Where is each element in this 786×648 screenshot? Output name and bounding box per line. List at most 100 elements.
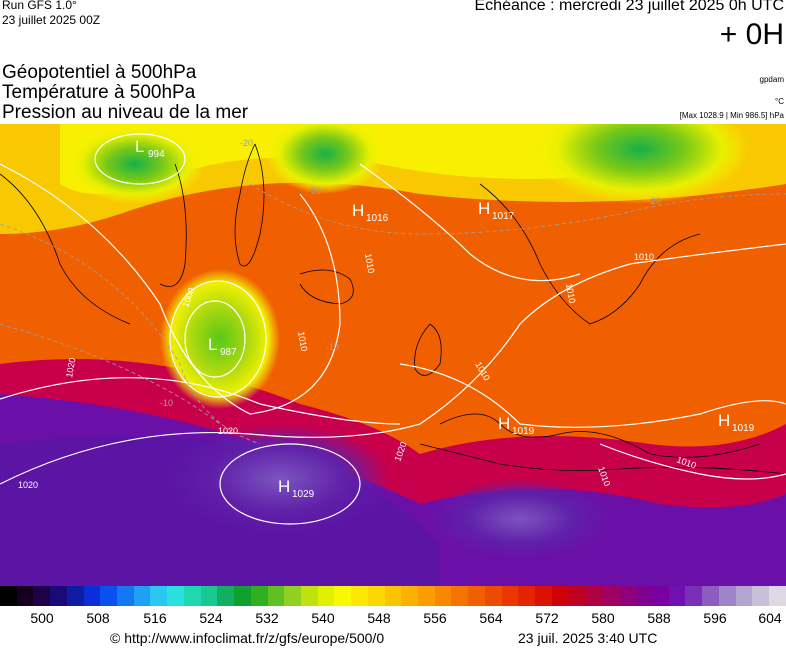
- unit-geopotential: gpdam: [759, 75, 784, 84]
- center-high-1016-value: 1016: [366, 213, 389, 224]
- colorbar-swatch: [183, 586, 201, 606]
- center-low-987-value: 987: [220, 347, 237, 358]
- weather-map: L 994 H 1016 H 1017 L 987 H 1019 H 1019 …: [0, 124, 786, 586]
- center-high-1017-value: 1017: [492, 211, 515, 222]
- colorbar-swatch: [133, 586, 151, 606]
- colorbar-tick: 524: [199, 610, 223, 626]
- center-high-1029-letter: H: [278, 477, 290, 496]
- colorbar-tick: 596: [703, 610, 727, 626]
- isobar-label: 1020: [64, 357, 77, 378]
- high-1029-fill: [170, 424, 390, 534]
- temperature-labels: -20 -20 -10 -10 -20: [160, 138, 661, 408]
- unit-temperature: °C: [775, 97, 784, 106]
- pressure-centers: L 994 H 1016 H 1017 L 987 H 1019 H 1019 …: [135, 137, 755, 500]
- run-date: 23 juillet 2025 00Z: [2, 13, 101, 27]
- colorbar-swatch: [652, 586, 669, 606]
- low-987-fill: [160, 269, 280, 409]
- colorbar-tick: 508: [86, 610, 110, 626]
- high-n-africa-fill: [430, 479, 610, 559]
- green-patch-greenland: [265, 124, 385, 194]
- forecast-validity: Echéance : mercredi 23 juillet 2025 0h U…: [474, 0, 785, 14]
- colorbar-swatch: [367, 586, 385, 606]
- layer-title-geopotential: Géopotentiel à 500hPa: [2, 62, 197, 83]
- colorbar-swatch: [451, 586, 469, 606]
- colorbar-swatch: [384, 586, 402, 606]
- colorbar-swatch: [468, 586, 485, 606]
- temperature-label: -20: [308, 186, 321, 196]
- source-credit: © http://www.infoclimat.fr/z/gfs/europe/…: [110, 630, 385, 646]
- colorbar-swatch: [434, 586, 452, 606]
- isotherms: [0, 183, 786, 445]
- colorbar-swatch: [317, 586, 335, 606]
- colorbar-tick: 588: [647, 610, 671, 626]
- isobar-label: 1010: [634, 252, 654, 262]
- center-low-987-letter: L: [208, 335, 217, 354]
- colorbar-swatch: [585, 586, 602, 606]
- colorbar-swatch: [735, 586, 753, 606]
- isobar-label: 1020: [218, 426, 238, 436]
- colorbar-tick: 572: [535, 610, 559, 626]
- colorbar-swatch: [217, 586, 235, 606]
- colorbar-tick: 580: [591, 610, 615, 626]
- colorbar-swatch: [334, 586, 352, 606]
- center-high-1029-value: 1029: [292, 489, 315, 500]
- colorbar-swatch: [668, 586, 686, 606]
- colorbar-swatch: [117, 586, 134, 606]
- colorbar-swatch: [167, 586, 184, 606]
- colorbar-swatch: [401, 586, 418, 606]
- colorbar-swatch: [234, 586, 251, 606]
- colorbar-swatch: [83, 586, 101, 606]
- isobars: [0, 133, 786, 525]
- colorbar-swatch: [200, 586, 218, 606]
- colorbar-swatch: [50, 586, 67, 606]
- colorbar-tick: 500: [30, 610, 54, 626]
- pressure-range: [Max 1028.9 | Min 986.5] hPa: [679, 111, 784, 120]
- colorbar-swatch: [66, 586, 84, 606]
- center-low-994-value: 994: [148, 149, 165, 160]
- center-high-1019b-letter: H: [718, 411, 730, 430]
- colorbar-swatch: [518, 586, 535, 606]
- colorbar-swatch: [535, 586, 552, 606]
- colorbar-swatch: [752, 586, 770, 606]
- colorbar-swatch: [501, 586, 519, 606]
- colorbar-swatch: [33, 586, 51, 606]
- colorbar-swatch: [100, 586, 118, 606]
- colorbar-swatch: [601, 586, 619, 606]
- colorbar-swatch: [685, 586, 703, 606]
- colorbar-swatch: [702, 586, 719, 606]
- colorbar-swatch: [250, 586, 268, 606]
- center-high-1019a-value: 1019: [512, 426, 535, 437]
- center-high-1017-letter: H: [478, 199, 490, 218]
- center-low-994-letter: L: [135, 137, 144, 156]
- colorbar-tick: 548: [367, 610, 391, 626]
- colorbar-swatch: [618, 586, 636, 606]
- colorbar-swatch: [16, 586, 34, 606]
- colorbar-tick: 604: [758, 610, 782, 626]
- colorbar-swatch: [0, 586, 17, 606]
- center-high-1016-letter: H: [352, 201, 364, 220]
- colorbar-tick: 564: [479, 610, 503, 626]
- isobar-label: 1010: [296, 331, 309, 352]
- isobar-label: 1020: [18, 480, 38, 490]
- colorbar-tick: 516: [143, 610, 167, 626]
- layer-title-temperature: Température à 500hPa: [2, 82, 196, 103]
- colorbar-swatch: [300, 586, 318, 606]
- temperature-label: -10: [326, 342, 339, 352]
- temperature-label: -10: [160, 398, 173, 408]
- colorbar-swatch: [417, 586, 435, 606]
- center-high-1019a-letter: H: [498, 414, 510, 433]
- colorbar-tick: 556: [423, 610, 447, 626]
- colorbar-swatch: [568, 586, 586, 606]
- colorbar-swatch: [150, 586, 168, 606]
- isobar-label: 1010: [564, 283, 577, 304]
- temperature-label: -20: [648, 196, 661, 206]
- colorbar-swatch: [267, 586, 285, 606]
- low-994-fill: [65, 124, 205, 204]
- colorbar-tick: 532: [255, 610, 279, 626]
- isobar-label: 1010: [363, 253, 376, 274]
- colorbar-swatch: [284, 586, 301, 606]
- layer-title-pressure: Pression au niveau de la mer: [2, 102, 249, 123]
- green-patch-scandinavia: [530, 124, 750, 204]
- colorbar-swatch: [484, 586, 502, 606]
- run-title: Run GFS 1.0°: [2, 0, 77, 12]
